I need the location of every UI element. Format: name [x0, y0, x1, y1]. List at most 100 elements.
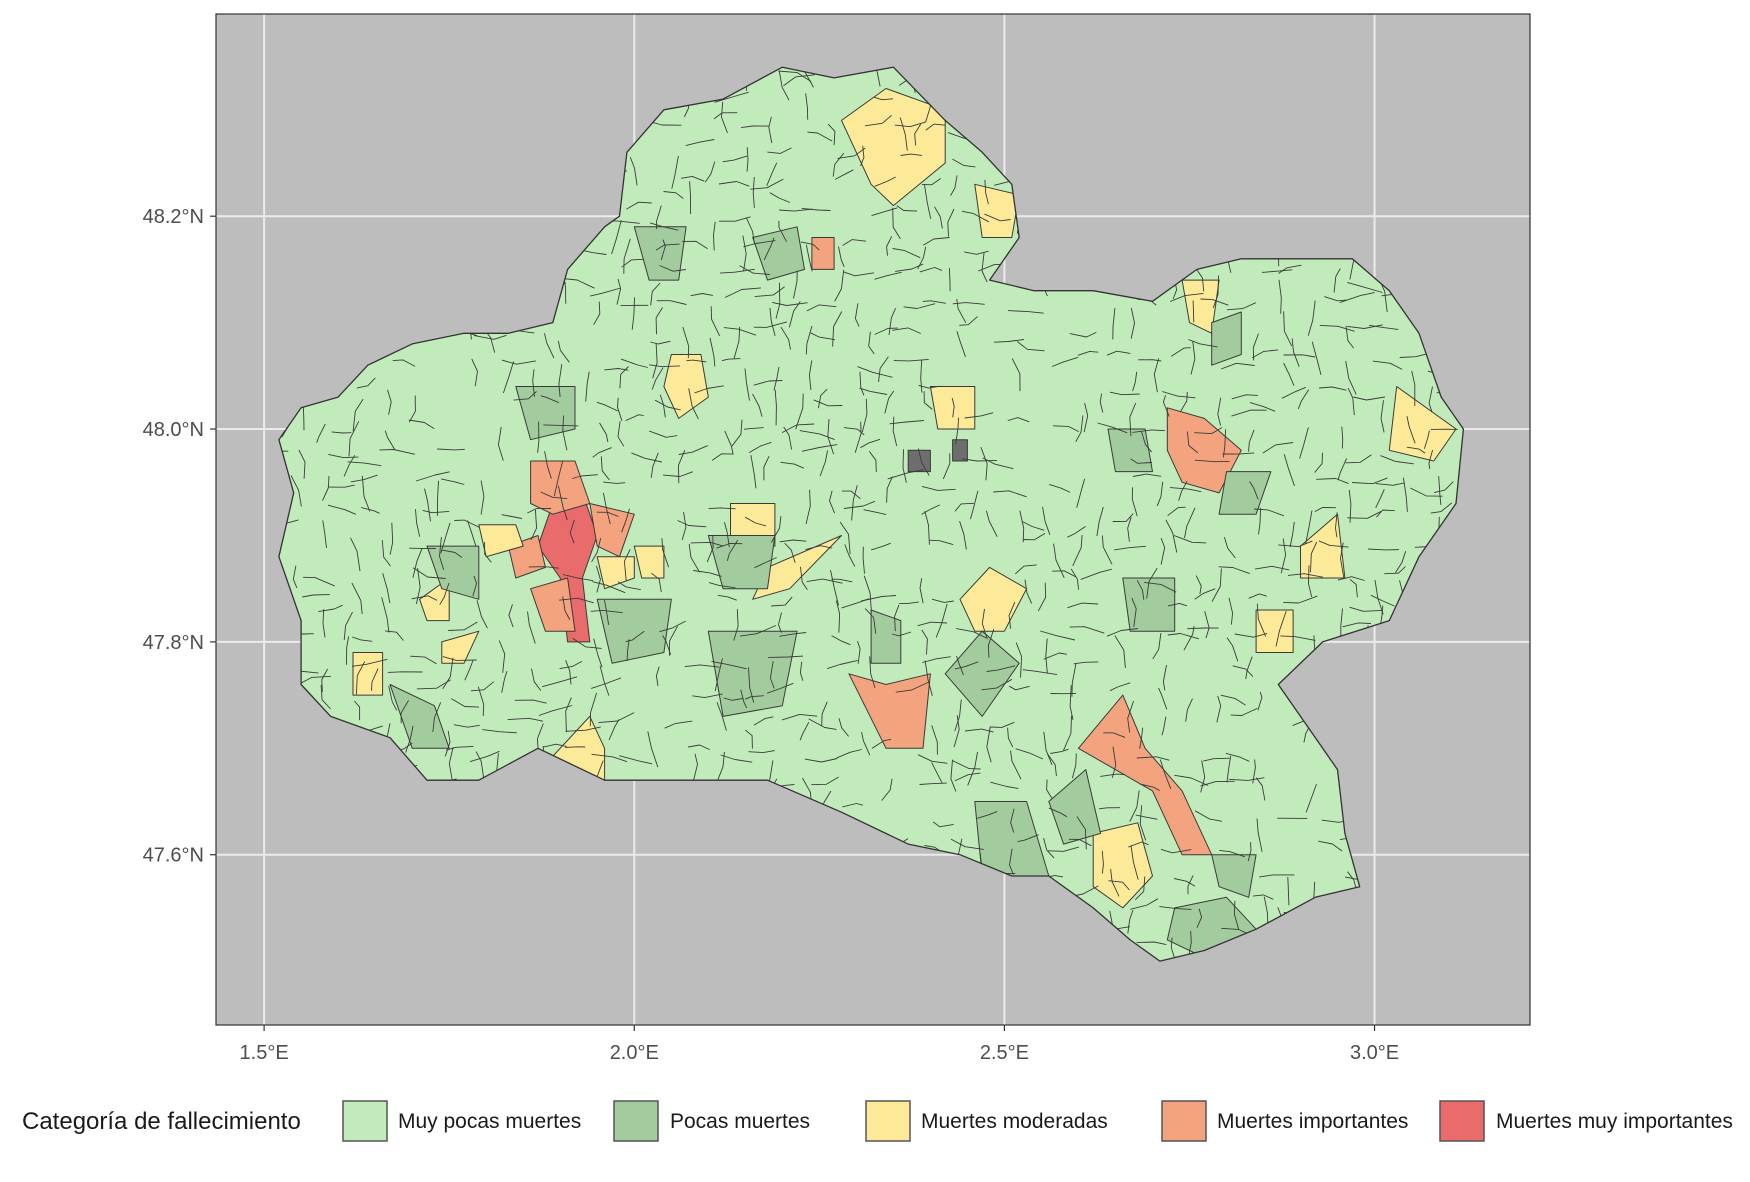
boundary-segment: [948, 267, 951, 292]
boundary-segment: [1349, 578, 1358, 598]
boundary-segment: [617, 581, 641, 591]
boundary-segment: [919, 578, 924, 604]
boundary-segment: [920, 359, 923, 393]
region-missing: [952, 439, 968, 462]
boundary-segment: [711, 453, 734, 461]
boundary-segment: [558, 364, 563, 398]
boundary-segment: [748, 750, 775, 754]
boundary-segment: [602, 492, 611, 525]
boundary-segment: [659, 620, 686, 633]
boundary-segment: [990, 781, 1019, 789]
boundary-segment: [1368, 324, 1399, 330]
boundary-segment: [739, 625, 777, 637]
boundary-segment: [917, 754, 948, 764]
boundary-segment: [993, 490, 1027, 498]
boundary-segment: [388, 685, 398, 711]
boundary-segment: [893, 358, 929, 362]
boundary-segment: [1410, 487, 1443, 497]
region-pocas: [707, 630, 798, 717]
boundary-segment: [708, 507, 736, 510]
boundary-segment: [1173, 878, 1196, 887]
boundary-segment: [884, 390, 895, 414]
boundary-segment: [590, 609, 623, 614]
boundary-segment: [1384, 566, 1406, 575]
boundary-segment: [1474, 1024, 1502, 1034]
boundary-segment: [1402, 477, 1408, 512]
boundary-segment: [810, 332, 836, 341]
boundary-segment: [662, 471, 694, 477]
boundary-segment: [681, 512, 687, 541]
boundary-segment: [1022, 521, 1045, 531]
boundary-segment: [600, 456, 610, 481]
boundary-segment: [1069, 626, 1105, 634]
x-tick-label: 2.5°E: [980, 1042, 1029, 1064]
boundary-segment: [1024, 579, 1033, 604]
boundary-segment: [860, 438, 881, 449]
boundary-segment: [1339, 292, 1375, 304]
boundary-segment: [724, 522, 730, 548]
boundary-segment: [1041, 1023, 1052, 1051]
region-moderadas: [663, 354, 709, 419]
boundary-segment: [1305, 783, 1317, 813]
boundary-segment: [1374, 580, 1384, 615]
boundary-segment: [1411, 370, 1416, 407]
boundary-segment: [1347, 324, 1383, 329]
boundary-segment: [1316, 478, 1349, 485]
boundary-segment: [651, 572, 662, 593]
boundary-segment: [887, 469, 924, 480]
boundary-segment: [661, 538, 670, 568]
boundary-segment: [868, 331, 875, 355]
boundary-segment: [1022, 533, 1046, 541]
boundary-segment: [408, 395, 416, 423]
boundary-segment: [348, 421, 360, 457]
boundary-segment: [1096, 506, 1104, 536]
boundary-segment: [922, 300, 946, 304]
boundary-segment: [1380, 455, 1414, 465]
boundary-segment: [750, 455, 757, 489]
boundary-segment: [541, 676, 578, 688]
boundary-segment: [593, 638, 603, 668]
boundary-segment: [869, 656, 876, 689]
boundary-segment: [902, 449, 907, 483]
boundary-segment: [1256, 818, 1263, 852]
boundary-segment: [360, 507, 380, 514]
boundary-segment: [596, 401, 618, 412]
boundary-segment: [719, 216, 751, 222]
boundary-segment: [921, 629, 928, 655]
boundary-segment: [1010, 750, 1022, 780]
region-pocas: [389, 684, 450, 749]
boundary-segment: [688, 388, 699, 420]
boundary-segment: [347, 461, 382, 467]
boundary-segment: [925, 123, 946, 131]
boundary-segment: [721, 101, 728, 134]
boundary-segment: [783, 74, 815, 87]
boundary-segment: [1314, 452, 1323, 473]
boundary-segment: [808, 718, 837, 730]
boundary-segment: [993, 339, 1024, 343]
boundary-segment: [984, 213, 1011, 222]
boundary-segment: [446, 745, 474, 751]
boundary-segment: [451, 698, 480, 708]
boundary-segment: [553, 461, 564, 497]
boundary-segment: [437, 448, 465, 451]
boundary-segment: [664, 720, 693, 729]
boundary-segment: [1130, 845, 1139, 880]
boundary-segment: [1188, 930, 1192, 958]
boundary-segment: [961, 458, 998, 462]
boundary-segment: [886, 476, 893, 503]
boundary-segment: [721, 358, 741, 362]
boundary-segment: [1114, 635, 1126, 668]
boundary-segment: [805, 244, 813, 272]
boundary-segment: [411, 595, 438, 601]
boundary-segment: [874, 327, 898, 335]
boundary-segment: [530, 509, 538, 541]
boundary-segment: [720, 754, 753, 763]
boundary-segment: [805, 325, 813, 355]
boundary-segment: [562, 596, 571, 621]
boundary-segment: [1375, 489, 1385, 508]
boundary-segment: [649, 430, 678, 438]
boundary-segment: [1153, 358, 1160, 393]
boundary-segment: [617, 421, 625, 447]
boundary-segment: [733, 609, 739, 641]
boundary-segment: [829, 490, 836, 514]
